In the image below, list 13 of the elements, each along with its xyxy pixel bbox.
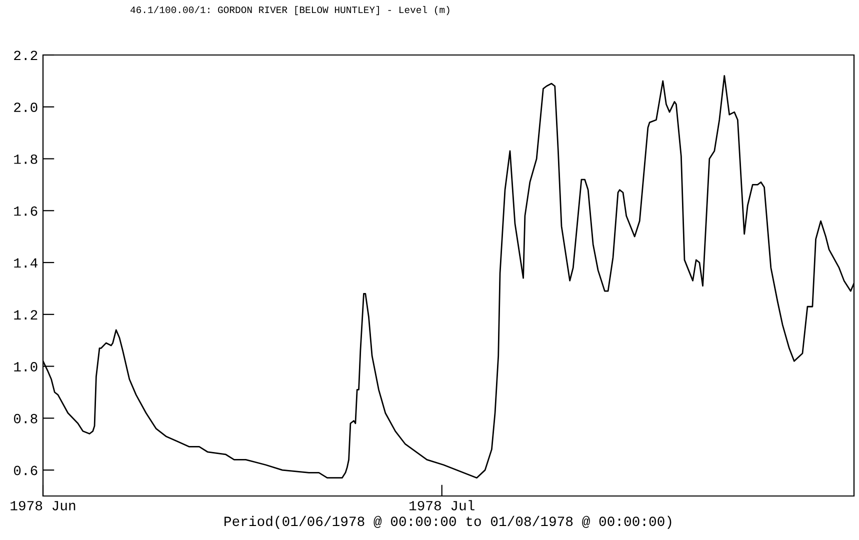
y-tick-label: 1.0 — [14, 362, 38, 372]
y-tick-label: 2.0 — [14, 102, 38, 112]
y-tick-label: 1.8 — [14, 154, 38, 164]
chart-title: 46.1/100.00/1: GORDON RIVER [BELOW HUNTLEY] - Level (m) — [130, 6, 450, 16]
x-tick-label: 1978 Jul — [410, 500, 474, 510]
y-tick-label: 1.4 — [14, 258, 38, 268]
y-tick-label: 0.6 — [14, 466, 38, 476]
y-tick-label: 0.8 — [14, 414, 38, 424]
x-tick-label: 1978 Jun — [10, 500, 76, 510]
y-tick-label: 1.2 — [14, 310, 38, 320]
y-tick-label: 1.6 — [14, 206, 38, 216]
x-axis-title: Period(01/06/1978 @ 00:00:00 to 01/08/1978 @ 00:00:00) — [224, 516, 672, 529]
y-tick-label: 2.2 — [14, 50, 38, 60]
